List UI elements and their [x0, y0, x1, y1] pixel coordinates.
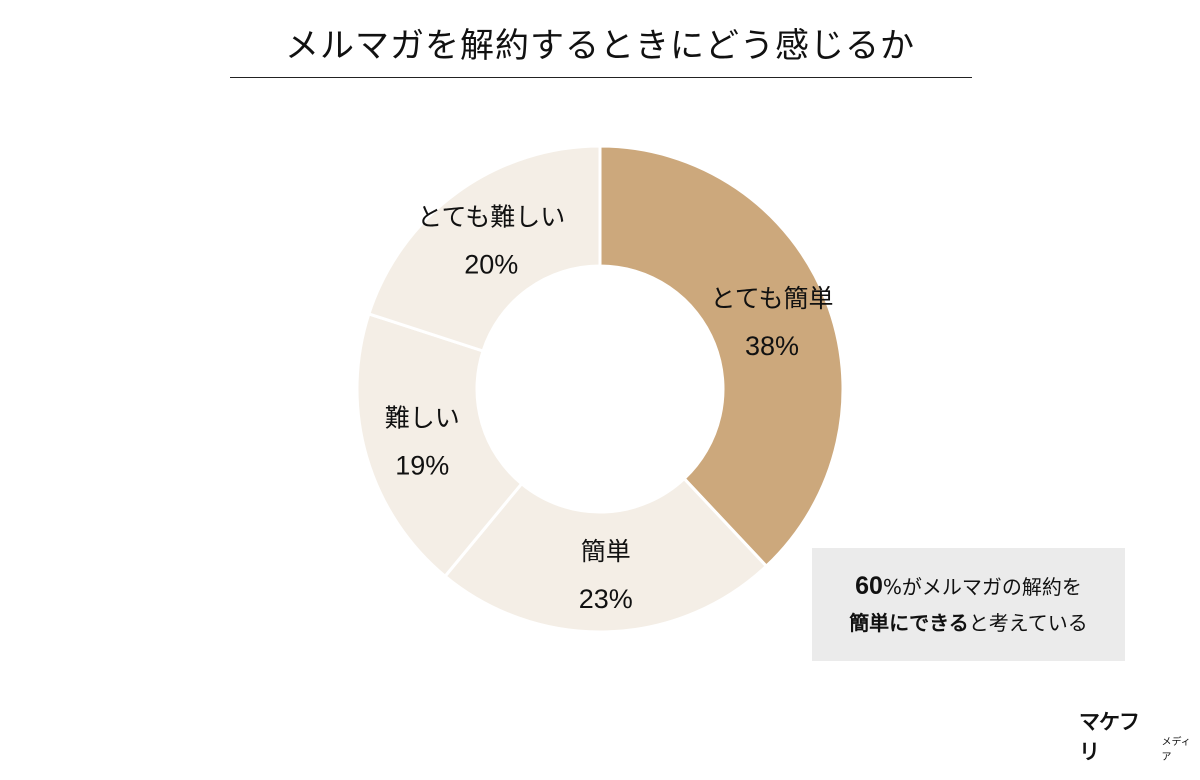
donut-slice-3: [355, 312, 524, 579]
logo-subtitle: メディア: [1161, 737, 1191, 763]
callout-line-1: 60%がメルマガの解約を: [855, 568, 1082, 605]
slice-value-4: 20%: [464, 249, 518, 279]
donut-slice-2: [442, 476, 769, 634]
slice-label-2: 簡単: [581, 537, 631, 566]
slice-label-1: とても簡単: [710, 284, 833, 313]
slice-value-3: 19%: [395, 451, 449, 481]
callout-percent-number: 60: [855, 572, 883, 600]
donut-slice-4: [367, 144, 602, 353]
slice-value-2: 23%: [579, 584, 633, 614]
callout-line-1-text: %がメルマガの解約を: [882, 575, 1082, 599]
slice-label-3: 難しい: [385, 404, 460, 433]
slice-value-1: 38%: [745, 331, 799, 361]
chart-title: メルマガを解約するときにどう感じるか: [285, 26, 915, 66]
callout-emphasis: 簡単にできる: [849, 611, 969, 635]
donut-slice-1: [598, 144, 845, 569]
slice-label-4: とても難しい: [417, 202, 565, 231]
title-underline: [230, 77, 972, 78]
callout-line-2-text: と考えている: [968, 611, 1088, 635]
summary-callout: 60%がメルマガの解約を 簡単にできると考えている: [812, 548, 1125, 661]
brand-logo: マケフリ メディア: [1079, 710, 1200, 766]
logo-wordmark: マケフリ: [1079, 710, 1140, 764]
callout-line-2: 簡単にできると考えている: [849, 605, 1088, 641]
